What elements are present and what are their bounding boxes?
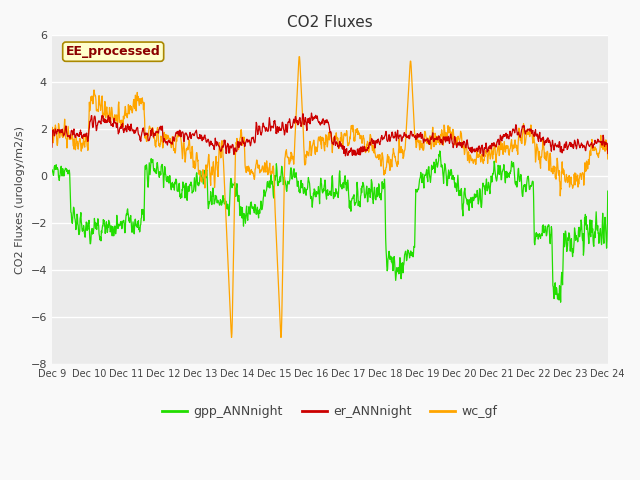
Text: EE_processed: EE_processed xyxy=(66,45,161,58)
Legend: gpp_ANNnight, er_ANNnight, wc_gf: gpp_ANNnight, er_ANNnight, wc_gf xyxy=(157,400,502,423)
Y-axis label: CO2 Fluxes (urology/m2/s): CO2 Fluxes (urology/m2/s) xyxy=(15,126,25,274)
Title: CO2 Fluxes: CO2 Fluxes xyxy=(287,15,372,30)
